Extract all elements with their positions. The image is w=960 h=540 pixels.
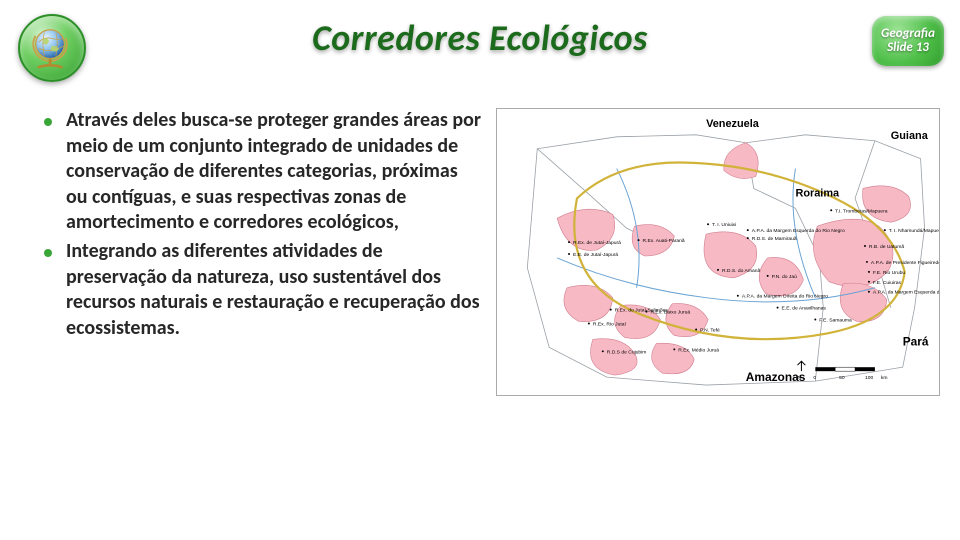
map-tiny-label: R.D.S. de Mamirauã	[752, 236, 797, 242]
scale-50: 50	[839, 375, 845, 381]
badge-line-1: Geografia	[881, 27, 935, 41]
map-tiny-label: E.E. de Jutaí-Japurá	[573, 252, 618, 258]
map-tiny-label: A.P.A. de Presidente Figueiredo	[871, 260, 939, 266]
map-tiny-label: F.E. Samauma	[819, 318, 852, 324]
map-tiny-label: R.B. de Uatumã	[869, 244, 904, 250]
badge-line-2: Slide 13	[887, 41, 929, 55]
map-tiny-label: A.P.A. da Margem Esquerda do Rio Negro	[752, 228, 845, 234]
bullet-content: Através deles busca-se proteger grandes …	[44, 108, 482, 344]
map-label-para: Pará	[903, 334, 929, 348]
map-tiny-label: F.E. Cuiuiras	[873, 280, 902, 286]
map-label-roraima: Roraima	[795, 187, 840, 199]
map-label-venezuela: Venezuela	[706, 118, 760, 130]
map-tiny-label: R.Ex. de Jutaí-Japurá	[573, 240, 621, 246]
map-label-guiana: Guiana	[891, 130, 929, 142]
map-tiny-label: A.P.A. da Margem Direita do Rio Negro	[742, 294, 828, 300]
map-tiny-label: R.Ex. Auati-Paranã	[643, 238, 685, 244]
map-tiny-label: T.I. Trombetas/Mapuera	[835, 208, 888, 214]
map-tiny-label: T. I. Uniuixi	[712, 222, 736, 228]
slide-title: Corredores Ecológicos	[0, 16, 960, 60]
map-tiny-label: A.P.A. da Margem Esquerda do Rio Negro	[873, 290, 939, 296]
slide-badge: Geografia Slide 13	[872, 16, 944, 66]
svg-text:N: N	[797, 375, 801, 381]
map-tiny-label: R.Ex. do Jutaí-Solimões	[615, 308, 669, 314]
map-tiny-label: R.Ex. Médio Juruá	[678, 347, 719, 353]
map-tiny-label: P.N. do Jaú	[772, 274, 797, 280]
map-tiny-label: T. I. Nhamundá/Mapuera	[889, 228, 939, 234]
map-tiny-label: R.D.S de Cujubim	[607, 349, 647, 355]
scale-0: 0	[813, 375, 816, 381]
scale-unit: km	[881, 375, 888, 381]
map-tiny-label: R.Ex. Rio Jutaí	[593, 321, 627, 327]
bullet-item: Integrando as diferentes atividades de p…	[44, 239, 482, 341]
map-figure: Venezuela Guiana Roraima Amazonas Pará R…	[496, 108, 940, 396]
map-tiny-label: R.D.S. do Amanã	[722, 268, 761, 274]
scale-100: 100	[865, 375, 874, 381]
map-tiny-label: E.E. de Anavilhanas	[782, 306, 827, 312]
bullet-item: Através deles busca-se proteger grandes …	[44, 108, 482, 236]
map-tiny-label: F.E. Rio Urubu	[873, 270, 905, 276]
map-tiny-label: P.N. Tefé	[700, 327, 720, 333]
